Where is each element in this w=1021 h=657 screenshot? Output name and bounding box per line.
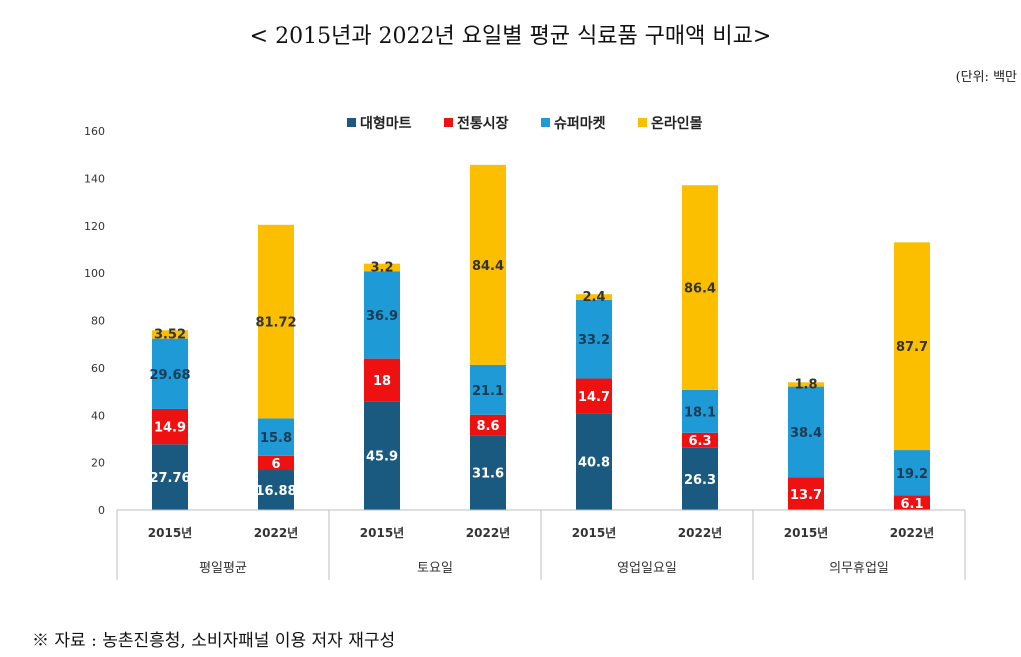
x-tick-label: 2022년 xyxy=(466,526,510,540)
bar-segment xyxy=(894,495,930,510)
data-label: 29.68 xyxy=(149,368,190,383)
data-label: 38.4 xyxy=(790,426,822,441)
bar-segment xyxy=(364,263,400,272)
bar-segment xyxy=(788,477,824,510)
bar-segment xyxy=(470,164,506,365)
bar-segment xyxy=(470,435,506,510)
group-label: 의무휴업일 xyxy=(829,561,889,576)
y-tick-label: 40 xyxy=(91,409,105,422)
bar-segment xyxy=(258,455,294,471)
data-label: 40.8 xyxy=(578,456,610,471)
x-tick-label: 2015년 xyxy=(360,526,404,540)
legend-swatch xyxy=(347,118,356,127)
bar-segment xyxy=(576,294,612,300)
bar-segment xyxy=(682,389,718,433)
y-tick-label: 120 xyxy=(84,220,105,233)
bar-segment xyxy=(788,386,824,478)
y-tick-label: 80 xyxy=(91,315,105,328)
bar-segment xyxy=(152,338,188,409)
x-tick-label: 2022년 xyxy=(254,526,298,540)
x-tick-label: 2022년 xyxy=(890,526,934,540)
bar-segment xyxy=(576,378,612,414)
data-label: 45.9 xyxy=(366,450,398,465)
legend-label: 대형마트 xyxy=(360,115,412,132)
data-label: 26.3 xyxy=(684,473,716,488)
bar-segment xyxy=(576,413,612,510)
data-label: 36.9 xyxy=(366,309,398,324)
y-tick-label: 140 xyxy=(84,172,105,185)
bar-segment xyxy=(576,299,612,379)
data-label: 6.3 xyxy=(688,434,711,449)
data-label: 19.2 xyxy=(896,467,928,482)
y-tick-label: 0 xyxy=(98,504,105,517)
data-label: 2.4 xyxy=(582,290,605,305)
bar-segment xyxy=(894,450,930,496)
data-label: 3.52 xyxy=(154,327,186,342)
bar-segment xyxy=(682,432,718,448)
legend-swatch xyxy=(444,118,453,127)
data-label: 87.7 xyxy=(896,340,928,355)
y-axis: 0 20 40 60 80 100 120 140 160 xyxy=(84,125,105,517)
x-tick-label: 2015년 xyxy=(572,526,616,540)
bar-segment xyxy=(894,242,930,451)
data-label: 84.4 xyxy=(472,259,504,274)
data-label: 1.8 xyxy=(794,377,817,392)
data-label: 8.6 xyxy=(476,419,499,434)
data-label: 14.9 xyxy=(154,421,186,436)
data-label: 31.6 xyxy=(472,467,504,482)
legend-label: 온라인몰 xyxy=(651,115,703,132)
legend-swatch xyxy=(638,118,647,127)
bar-segment xyxy=(470,364,506,415)
data-label: 14.7 xyxy=(578,390,610,405)
data-label: 6 xyxy=(271,457,280,472)
data-label: 21.1 xyxy=(472,384,504,399)
data-label: 81.72 xyxy=(255,316,296,331)
y-tick-label: 100 xyxy=(84,267,105,280)
bar-segment xyxy=(682,185,718,390)
data-label: 13.7 xyxy=(790,488,822,503)
bar-segment xyxy=(152,444,188,510)
bar-segment xyxy=(152,330,188,339)
group-label: 평일평균 xyxy=(199,561,247,576)
unit-label: (단위: 백만 xyxy=(955,70,1017,85)
legend-label: 전통시장 xyxy=(457,115,509,132)
x-tick-label: 2022년 xyxy=(678,526,722,540)
legend-label: 슈퍼마켓 xyxy=(554,115,606,132)
group-label: 영업일요일 xyxy=(617,561,677,576)
data-label: 3.2 xyxy=(370,260,393,275)
data-label: 86.4 xyxy=(684,282,716,297)
bar-segment xyxy=(364,271,400,359)
bar-segment xyxy=(258,224,294,419)
bar-segment xyxy=(364,401,400,510)
y-tick-label: 160 xyxy=(84,125,105,138)
data-label: 27.76 xyxy=(149,471,190,486)
x-tick-label: 2015년 xyxy=(784,526,828,540)
bar-segment xyxy=(258,470,294,510)
source-note: ※ 자료 : 농촌진흥청, 소비자패널 이용 저자 재구성 xyxy=(32,631,396,651)
data-labels: 27.76 14.9 29.68 3.52 16.88 6 15.8 81.72 45.9 18 3… xyxy=(149,259,928,512)
bar-segment xyxy=(152,408,188,445)
chart-title: < 2015년과 2022년 요일별 평균 식료품 구매액 비교> xyxy=(249,24,772,49)
bar-segment xyxy=(258,418,294,456)
group-label: 토요일 xyxy=(417,561,453,576)
x-axis: 2015년 2022년 2015년 2022년 2015년 2022년 2015년 2022년… xyxy=(116,509,966,580)
y-tick-label: 60 xyxy=(91,362,105,375)
data-label: 6.1 xyxy=(900,497,923,512)
bar-segment xyxy=(788,382,824,387)
legend: 대형마트 전통시장 슈퍼마켓 온라인몰 xyxy=(347,115,703,132)
bar-segment xyxy=(470,414,506,436)
data-label: 33.2 xyxy=(578,333,610,348)
data-label: 15.8 xyxy=(260,431,292,446)
bars xyxy=(152,164,930,510)
legend-swatch xyxy=(541,118,550,127)
data-label: 18 xyxy=(373,374,391,389)
bar-segment xyxy=(682,447,718,510)
x-tick-label: 2015년 xyxy=(148,526,192,540)
bar-segment xyxy=(364,358,400,402)
y-tick-label: 20 xyxy=(91,457,105,470)
data-label: 18.1 xyxy=(684,405,716,420)
data-label: 16.88 xyxy=(255,484,296,499)
